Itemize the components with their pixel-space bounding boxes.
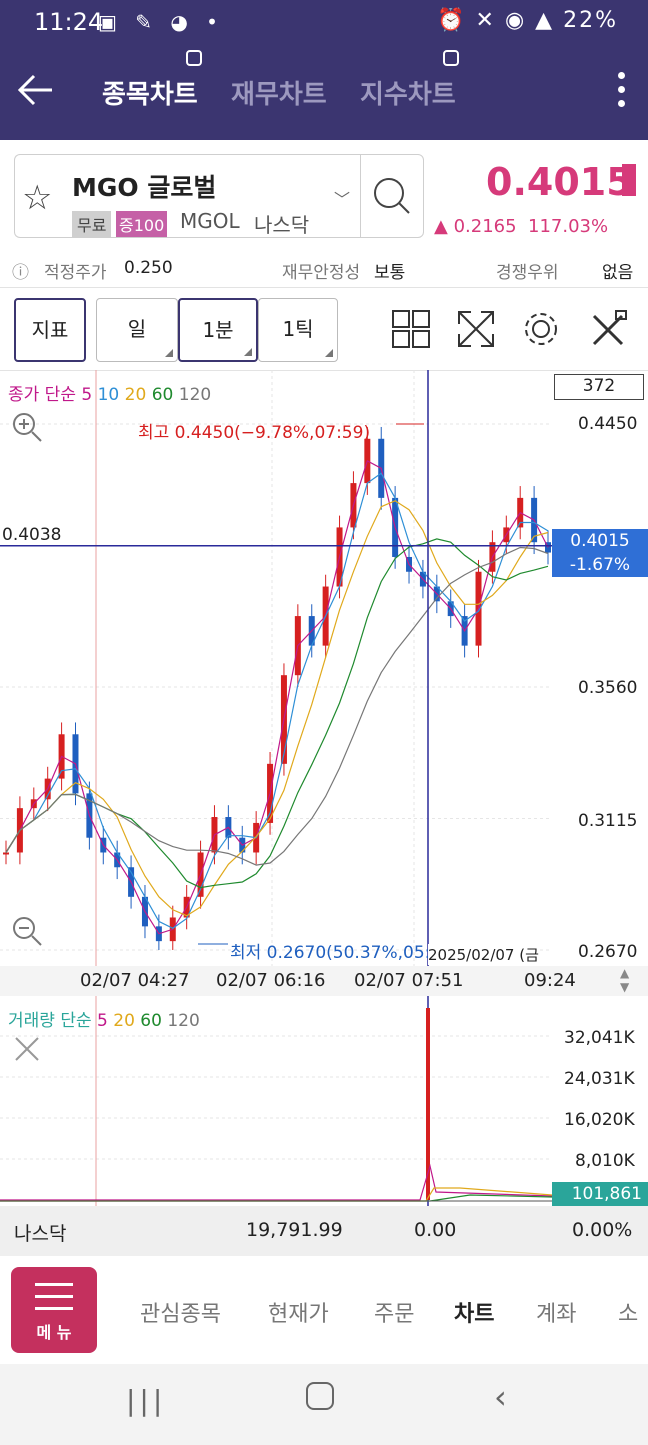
volume-axis-label: 24,031K	[564, 1069, 635, 1089]
index-strip[interactable]	[0, 1206, 648, 1256]
status-time: 11:24	[34, 8, 104, 36]
y-axis-label: 0.3115	[578, 811, 638, 831]
app-header: 11:24 ▣ ✎ ◕ • ⏰ ✕ ◉ ▲ 22% 종목차트 재무차트 지수차트	[0, 0, 648, 140]
volume-ma-line	[0, 1163, 552, 1201]
tab-badge-icon	[186, 50, 202, 66]
expand-icon[interactable]	[455, 308, 497, 350]
scroll-arrows-icon[interactable]: ▲ ▼	[620, 966, 630, 994]
menu-button[interactable]: 메 뉴	[11, 1267, 97, 1353]
margin-badge: 증100	[116, 211, 168, 237]
nav-chart[interactable]: 차트	[454, 1302, 495, 1327]
stock-name: MGO 글로벌	[72, 173, 217, 202]
indicator-button[interactable]: 지표	[14, 298, 86, 362]
count-box[interactable]: 372	[554, 374, 644, 400]
tab-badge-icon	[443, 50, 459, 66]
index-change-pct: 0.00%	[572, 1219, 633, 1241]
index-name: 나스닥	[14, 1223, 67, 1245]
stability-value: 보통	[374, 263, 406, 283]
tab-index-chart[interactable]: 지수차트	[360, 80, 456, 110]
competition-value: 없음	[602, 263, 634, 283]
divider	[0, 370, 648, 371]
help-icon[interactable]: ⓘ	[12, 263, 29, 283]
current-price-tag: 0.4015 -1.67%	[552, 529, 648, 577]
volume-axis-label: 32,041K	[564, 1028, 635, 1048]
index-change: 0.00	[414, 1219, 457, 1241]
status-right: ⏰ ✕ ◉ ▲ 22%	[437, 8, 618, 33]
layout-grid-icon[interactable]	[390, 308, 432, 350]
volume-axis-label: 8,010K	[575, 1151, 635, 1171]
nav-account[interactable]: 계좌	[536, 1302, 577, 1327]
system-nav-bar: ||| ‹	[0, 1364, 648, 1445]
time-axis	[0, 966, 648, 996]
volume-spike-bar	[426, 1008, 430, 1200]
zoom-in-icon[interactable]	[10, 410, 44, 444]
x-axis-label: 02/07 04:27	[80, 970, 190, 991]
price-ma-legend: 종가 단순 5 10 20 60 120	[8, 385, 212, 405]
price-change: ▲ 0.2165 117.03%	[434, 216, 609, 237]
settings-gear-icon[interactable]	[520, 308, 562, 350]
price-up-bar	[622, 164, 636, 196]
current-volume: 101,861	[552, 1182, 648, 1206]
tab-financial-chart[interactable]: 재무차트	[231, 80, 327, 110]
moving-average-line	[5, 472, 549, 929]
stock-ticker: MGOL	[180, 209, 240, 233]
tab-stock-chart[interactable]: 종목차트	[102, 80, 198, 110]
x-axis-label: 09:24	[524, 970, 576, 991]
stock-selector[interactable]	[14, 154, 360, 238]
x-axis-label: 02/07 06:16	[216, 970, 326, 991]
moving-average-line	[5, 546, 549, 866]
chevron-down-icon[interactable]: ﹀	[334, 190, 351, 209]
y-axis-label: 0.2670	[578, 942, 638, 962]
nav-watchlist[interactable]: 관심종목	[140, 1302, 221, 1327]
nav-more[interactable]: 소	[618, 1302, 639, 1327]
y-axis-label: 0.3560	[578, 678, 638, 698]
high-price-annotation: 최고 0.4450(−9.78%,07:59)	[138, 423, 371, 443]
index-value: 19,791.99	[246, 1219, 343, 1241]
search-button[interactable]	[360, 154, 424, 238]
moving-average-line	[5, 460, 549, 935]
search-icon	[374, 178, 410, 214]
notification-icons: ▣ ✎ ◕ •	[98, 10, 224, 34]
more-menu-icon[interactable]	[618, 72, 626, 112]
zoom-out-icon[interactable]	[10, 914, 44, 948]
current-price: 0.4015	[486, 160, 633, 204]
divider	[0, 287, 648, 288]
fair-price-value: 0.250	[124, 258, 173, 278]
stock-exchange: 나스닥	[254, 213, 310, 237]
back-icon[interactable]: ‹	[494, 1378, 507, 1416]
low-price-annotation: 최저 0.2670(50.37%,05:09)	[230, 943, 459, 963]
home-icon[interactable]	[306, 1382, 334, 1410]
volume-axis-label: 16,020K	[564, 1110, 635, 1130]
crosshair-value: 0.4038	[2, 525, 62, 545]
volume-ma-line	[0, 1187, 552, 1202]
moving-average-line	[5, 500, 549, 917]
nav-current-price[interactable]: 현재가	[268, 1302, 329, 1327]
back-arrow-icon[interactable]	[16, 70, 56, 110]
y-axis-label: 0.4450	[578, 414, 638, 434]
period-1tick-button[interactable]: 1틱	[258, 298, 338, 362]
volume-chart[interactable]	[0, 996, 552, 1206]
recent-apps-icon[interactable]: |||	[126, 1384, 167, 1417]
favorite-star-icon[interactable]: ☆	[22, 178, 53, 218]
x-axis-label: 02/07 07:51	[354, 970, 464, 991]
battery-level: 22%	[563, 8, 618, 33]
fair-price-label: 적정주가	[44, 263, 107, 283]
close-volume-icon[interactable]	[10, 1032, 44, 1066]
competition-label: 경쟁우위	[496, 263, 559, 283]
price-chart[interactable]	[0, 370, 552, 966]
candle-body	[3, 852, 9, 855]
date-overlay: 2025/02/07 (금	[428, 944, 539, 965]
volume-ma-legend: 거래량 단순 5 20 60 120	[8, 1011, 200, 1031]
menu-label: 메 뉴	[36, 1323, 72, 1342]
period-day-button[interactable]: 일	[96, 298, 178, 362]
free-badge: 무료	[72, 211, 112, 237]
tools-icon[interactable]	[588, 308, 630, 350]
nav-order[interactable]: 주문	[374, 1302, 415, 1327]
stability-label: 재무안정성	[282, 263, 361, 283]
period-1min-button[interactable]: 1분	[178, 298, 258, 362]
